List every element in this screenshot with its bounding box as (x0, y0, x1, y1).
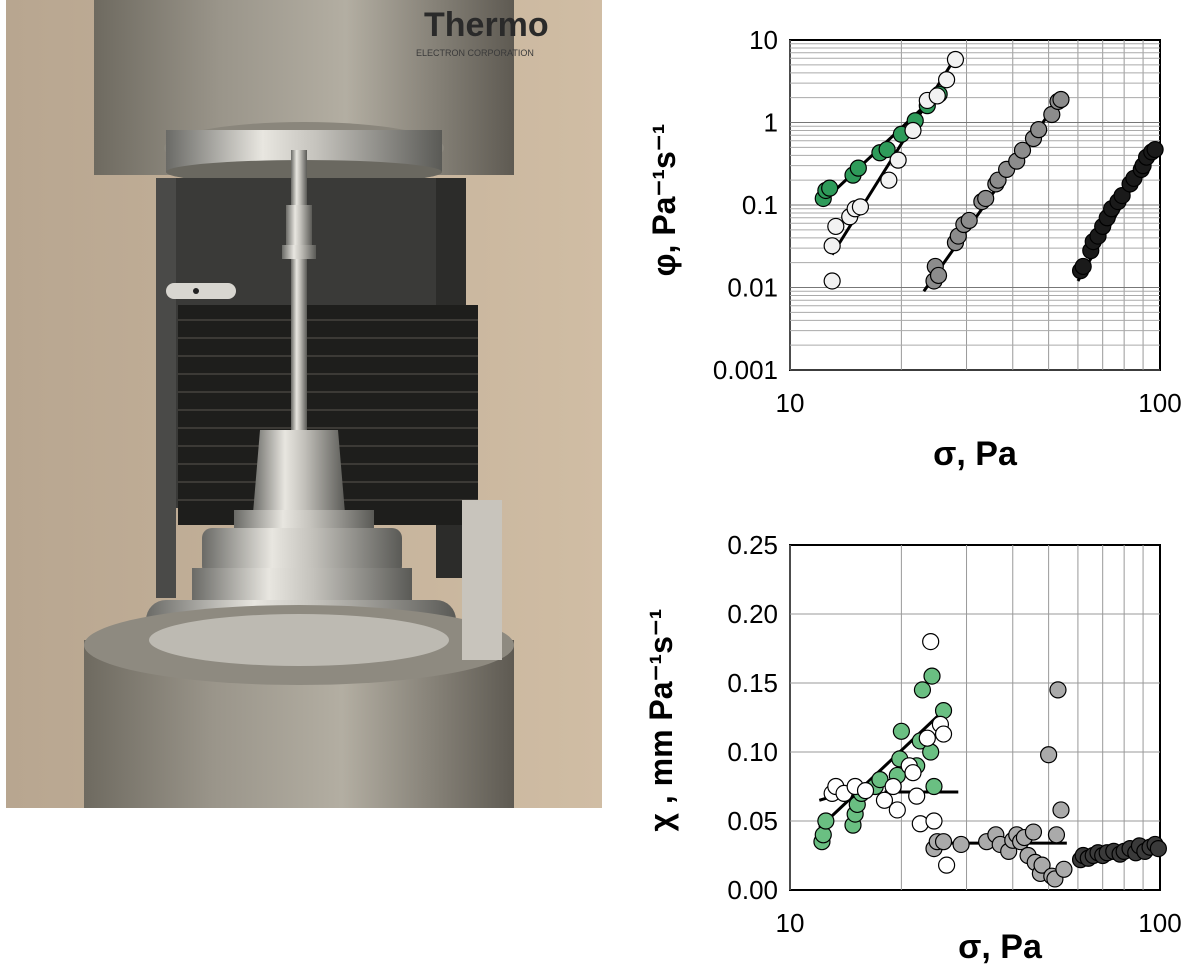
rheometer-photo: Thermo ELECTRON CORPORATION (6, 0, 602, 808)
data-point (960, 211, 978, 230)
chart-phi-vs-stress: 0.001 0.01 0.1 1 10 10 100 σ, Pa φ, Pa⁻¹s⁻¹ (646, 25, 1182, 473)
data-point (922, 632, 940, 651)
data-point (827, 217, 845, 236)
x-axis-label: σ, Pa (933, 435, 1018, 473)
data-points (813, 632, 1167, 888)
data-point (1052, 801, 1070, 819)
brand-label: Thermo ELECTRON CORPORATION (416, 6, 549, 58)
data-point (1149, 840, 1167, 858)
x-tick-labels: 10 100 (776, 388, 1182, 418)
data-point (977, 189, 995, 208)
chart-chi-vs-stress: 0.00 0.05 0.10 0.15 0.20 0.25 10 100 σ, Pa χ ,… (643, 530, 1182, 964)
data-point (823, 272, 841, 290)
data-point (925, 812, 943, 830)
x-tick-label: 10 (776, 388, 805, 418)
data-point (1013, 141, 1032, 159)
data-point (1024, 823, 1043, 841)
y-tick-label: 0.25 (727, 530, 778, 560)
y-tick-label: 1 (764, 108, 778, 138)
data-point (904, 764, 922, 782)
data-point (946, 50, 965, 69)
data-point (1146, 140, 1164, 159)
data-point (934, 833, 953, 851)
y-tick-label: 10 (749, 25, 778, 55)
data-point (880, 171, 898, 189)
x-axis-label: σ, Pa (958, 928, 1043, 964)
data-point (1047, 826, 1066, 844)
data-point (849, 159, 867, 177)
data-point (823, 237, 841, 255)
data-point (856, 782, 875, 800)
x-tick-labels: 10 100 (776, 908, 1182, 938)
data-point (1040, 746, 1058, 764)
data-point (929, 266, 948, 285)
data-point (851, 198, 870, 216)
data-point (1113, 186, 1131, 205)
data-point (875, 791, 894, 809)
data-point (889, 151, 907, 169)
data-point (908, 787, 926, 805)
fit-line (818, 709, 945, 829)
y-tick-labels: 0.00 0.05 0.10 0.15 0.20 0.25 (727, 530, 778, 905)
data-point (913, 681, 932, 699)
data-point (871, 771, 889, 789)
y-axis-label: φ, Pa⁻¹s⁻¹ (646, 124, 682, 277)
x-tick-label: 10 (776, 908, 805, 938)
data-point (888, 801, 906, 819)
data-point (884, 777, 902, 796)
data-point (1033, 856, 1051, 874)
data-point (938, 71, 956, 89)
data-points (814, 50, 1164, 290)
data-point (1055, 860, 1073, 878)
y-tick-labels: 0.001 0.01 0.1 1 10 (713, 25, 778, 385)
y-tick-label: 0.01 (727, 273, 778, 303)
data-point (925, 777, 943, 796)
y-tick-label: 0.10 (727, 737, 778, 767)
svg-text:Thermo: Thermo (424, 6, 549, 44)
data-point (1030, 121, 1048, 139)
y-tick-label: 0.00 (727, 875, 778, 905)
svg-text:ELECTRON CORPORATION: ELECTRON CORPORATION (416, 48, 534, 58)
y-tick-label: 0.1 (742, 190, 778, 220)
data-point (892, 722, 910, 740)
data-point (928, 87, 946, 105)
data-point (1052, 90, 1070, 109)
data-point (923, 667, 941, 685)
x-tick-label: 100 (1138, 908, 1181, 938)
data-point (817, 812, 835, 830)
data-point (821, 179, 839, 197)
y-tick-label: 0.20 (727, 599, 778, 629)
data-point (952, 835, 970, 854)
data-point (918, 729, 936, 747)
x-tick-label: 100 (1138, 388, 1181, 418)
data-point (934, 725, 953, 743)
y-tick-label: 0.001 (713, 355, 778, 385)
y-tick-label: 0.15 (727, 668, 778, 698)
data-point (1049, 681, 1067, 699)
plot-area (789, 544, 1161, 891)
y-tick-label: 0.05 (727, 806, 778, 836)
data-point (904, 121, 922, 140)
data-point (878, 140, 896, 159)
data-point (938, 856, 956, 874)
y-axis-label: χ , mm Pa⁻¹s⁻¹ (643, 609, 679, 832)
data-point (1074, 257, 1092, 276)
